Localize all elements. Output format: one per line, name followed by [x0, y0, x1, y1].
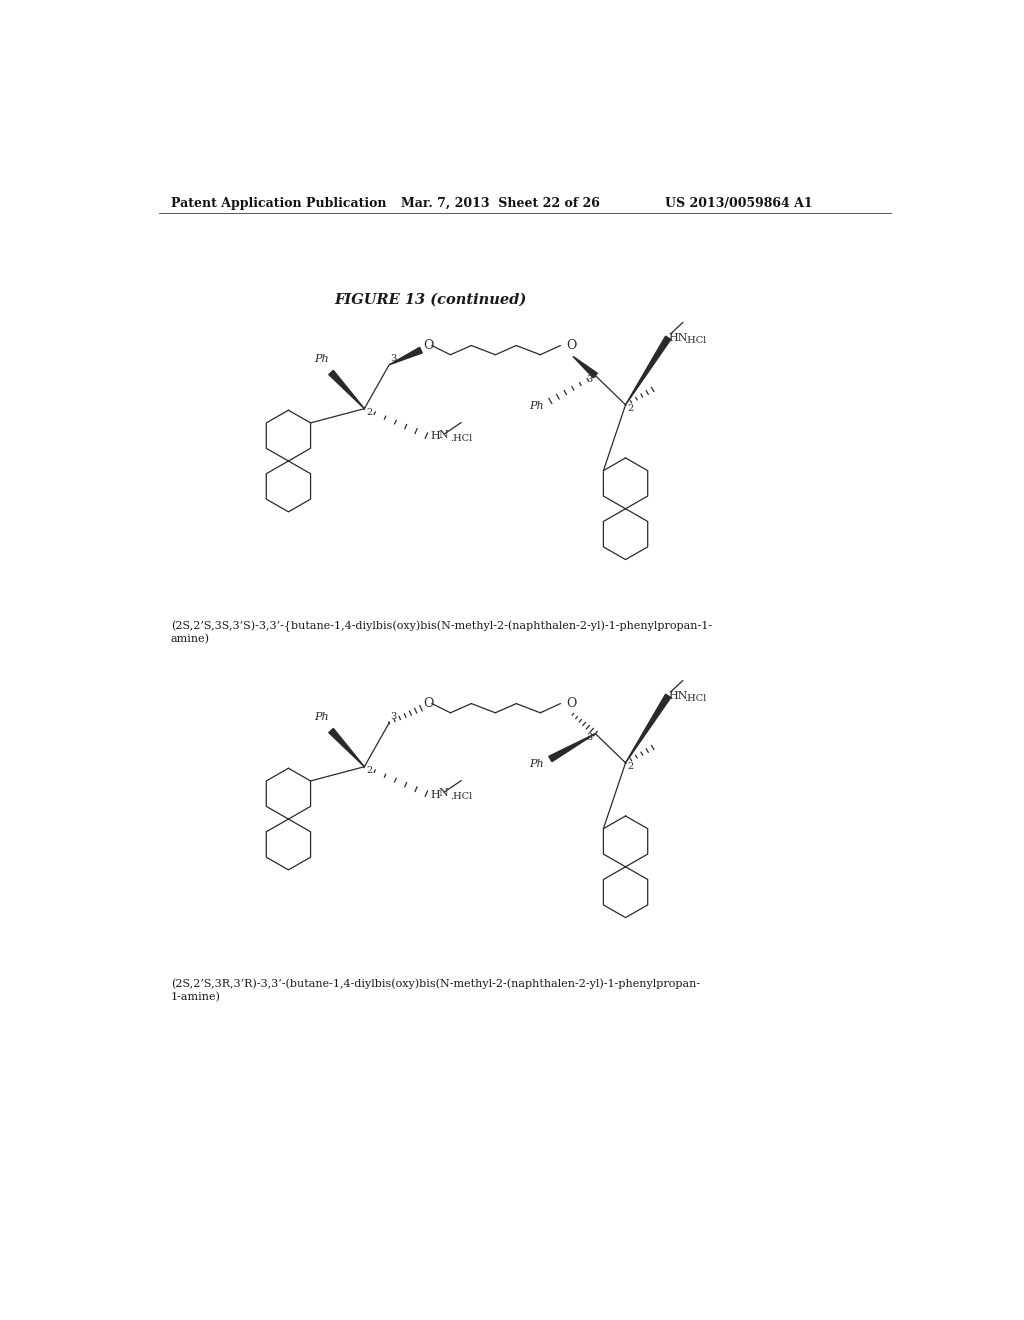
Text: H: H	[430, 789, 440, 800]
Text: .HCl: .HCl	[450, 434, 472, 444]
Polygon shape	[626, 337, 671, 405]
Text: .HCl: .HCl	[684, 337, 706, 346]
Polygon shape	[572, 356, 597, 378]
Text: Ph: Ph	[314, 355, 329, 364]
Polygon shape	[389, 347, 422, 364]
Text: (2S,2’S,3S,3’S)-3,3’-{butane-1,4-diylbis(oxy)bis(N-methyl-2-(naphthalen-2-yl)-1-: (2S,2’S,3S,3’S)-3,3’-{butane-1,4-diylbis…	[171, 620, 712, 632]
Polygon shape	[329, 729, 365, 767]
Text: 2: 2	[628, 762, 634, 771]
Text: (2S,2’S,3R,3’R)-3,3’-(butane-1,4-diylbis(oxy)bis(N-methyl-2-(naphthalen-2-yl)-1-: (2S,2’S,3R,3’R)-3,3’-(butane-1,4-diylbis…	[171, 978, 699, 989]
Text: 1-amine): 1-amine)	[171, 993, 220, 1003]
Text: .HCl: .HCl	[450, 792, 472, 801]
Text: 3: 3	[586, 733, 592, 742]
Text: 2: 2	[367, 408, 373, 417]
Text: O: O	[423, 339, 433, 351]
Text: 2: 2	[628, 404, 634, 413]
Text: US 2013/0059864 A1: US 2013/0059864 A1	[665, 197, 813, 210]
Text: FIGURE 13 (continued): FIGURE 13 (continued)	[334, 292, 526, 306]
Text: O: O	[566, 339, 578, 352]
Text: O: O	[423, 697, 433, 710]
Polygon shape	[626, 694, 671, 763]
Polygon shape	[329, 371, 365, 409]
Text: amine): amine)	[171, 635, 210, 644]
Text: O: O	[566, 697, 578, 710]
Text: 3: 3	[391, 711, 397, 721]
Text: H: H	[430, 432, 440, 441]
Text: N: N	[438, 430, 447, 440]
Text: 3: 3	[586, 375, 592, 384]
Text: 2: 2	[367, 766, 373, 775]
Text: Ph: Ph	[529, 401, 544, 411]
Text: Mar. 7, 2013  Sheet 22 of 26: Mar. 7, 2013 Sheet 22 of 26	[400, 197, 600, 210]
Text: Ph: Ph	[529, 759, 544, 768]
Text: HN: HN	[669, 333, 688, 343]
Polygon shape	[549, 734, 595, 762]
Text: Ph: Ph	[314, 713, 329, 722]
Text: HN: HN	[669, 690, 688, 701]
Text: 3: 3	[391, 354, 397, 363]
Text: Patent Application Publication: Patent Application Publication	[171, 197, 386, 210]
Text: N: N	[438, 788, 447, 799]
Text: .HCl: .HCl	[684, 694, 706, 704]
